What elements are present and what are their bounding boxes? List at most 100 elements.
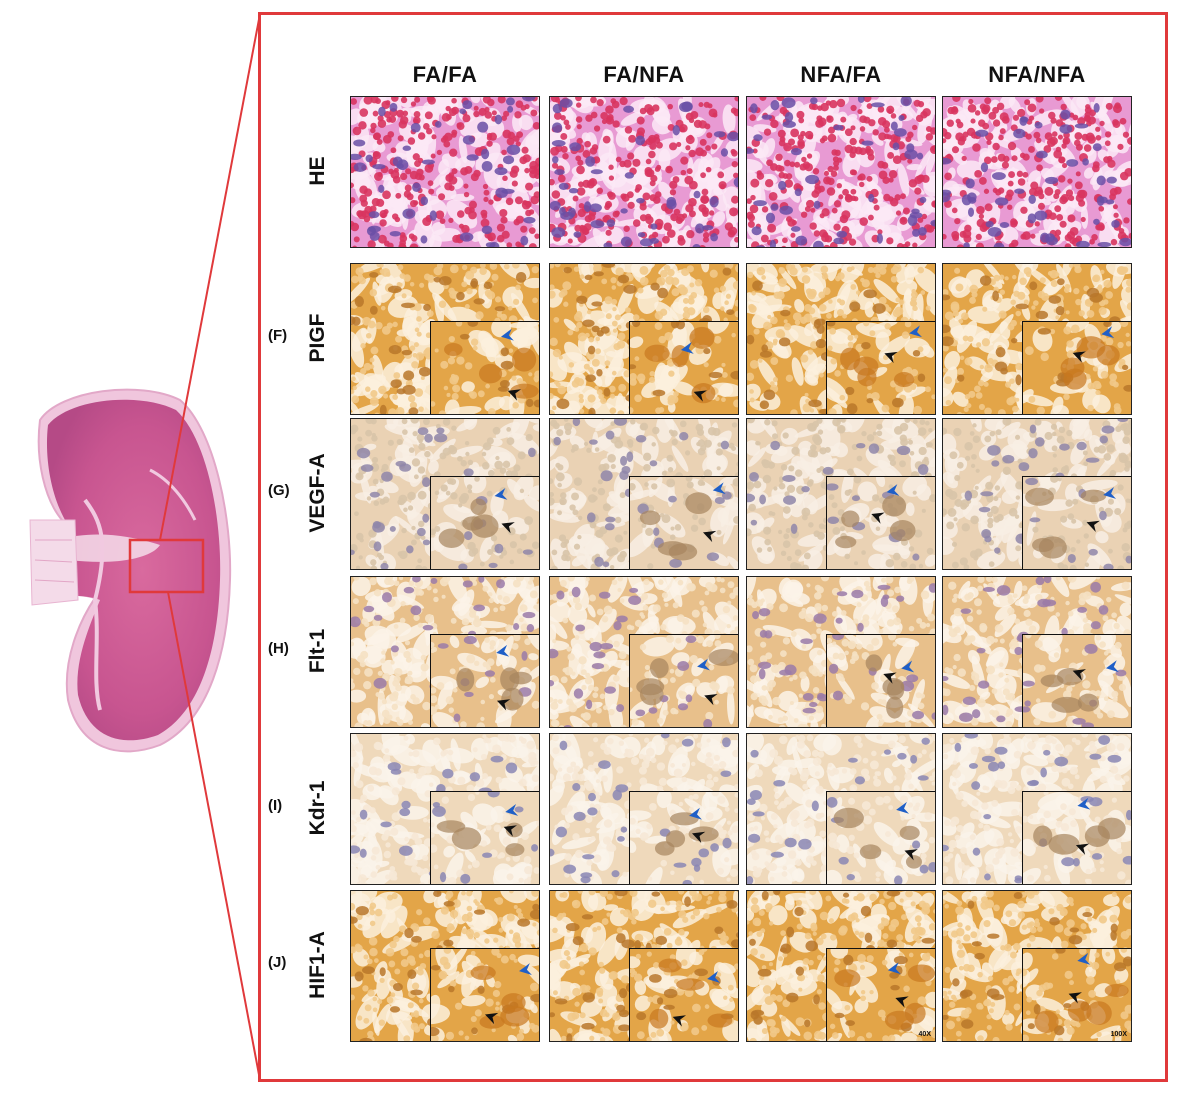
row-label: VEGF-A <box>298 418 338 568</box>
black-arrowhead-icon <box>672 1015 687 1027</box>
black-arrowhead-icon <box>503 825 517 837</box>
magnified-inset <box>430 321 539 414</box>
black-arrowhead-icon <box>1072 351 1086 363</box>
magnified-inset <box>1022 634 1131 727</box>
row-label-text: PIGF <box>306 313 329 363</box>
row-label: Kdr-1 <box>298 733 338 883</box>
magnified-inset <box>1022 791 1131 884</box>
blue-arrowhead-icon <box>887 962 901 975</box>
magnified-inset <box>629 321 738 414</box>
magnified-inset <box>629 476 738 569</box>
magnified-inset <box>826 634 935 727</box>
micrograph-tile <box>549 733 739 885</box>
black-arrowhead-icon <box>484 1012 499 1025</box>
row-label: PIGF <box>298 263 338 413</box>
black-arrowhead-icon <box>895 996 909 1008</box>
micrograph-tile <box>350 96 540 248</box>
panel-letter: (H) <box>268 640 289 657</box>
blue-arrowhead-icon <box>1077 797 1091 810</box>
black-arrowhead-icon <box>691 831 706 844</box>
blue-arrowhead-icon <box>886 484 900 496</box>
black-arrowhead-icon <box>1075 843 1090 855</box>
blue-arrowhead-icon <box>1101 326 1115 339</box>
magnified-inset <box>826 791 935 884</box>
row-label: Flt-1 <box>298 576 338 726</box>
black-arrowhead-icon <box>904 849 918 861</box>
column-header: NFA/FA <box>800 62 882 87</box>
row-label-text: Flt-1 <box>306 628 329 674</box>
panel-letter: (J) <box>268 954 287 971</box>
micrograph-tile <box>942 576 1132 728</box>
micrograph-tile <box>549 418 739 570</box>
magnification-low: 40X <box>918 1031 931 1038</box>
magnified-inset <box>430 634 539 727</box>
micrograph-tile <box>350 263 540 415</box>
blue-arrowhead-icon <box>501 328 514 341</box>
micrograph-tile <box>746 263 936 415</box>
column-header: FA/FA <box>412 62 478 87</box>
blue-arrowhead-icon <box>680 342 694 354</box>
blue-arrowhead-icon <box>689 807 702 820</box>
micrograph-tile <box>746 576 936 728</box>
blue-arrowhead-icon <box>1077 952 1091 965</box>
magnified-inset <box>629 791 738 884</box>
micrograph-tile <box>350 418 540 570</box>
black-arrowhead-icon <box>1086 520 1100 532</box>
black-arrowhead-icon <box>883 672 897 684</box>
micrograph-tile <box>746 96 936 248</box>
blue-arrowhead-icon <box>494 487 508 500</box>
micrograph-tile <box>549 96 739 248</box>
micrograph-tile <box>350 890 540 1042</box>
black-arrowhead-icon <box>1068 992 1082 1004</box>
black-arrowhead-icon <box>702 530 717 543</box>
magnified-inset <box>1022 321 1131 414</box>
row-label: HIF1-A <box>298 890 338 1040</box>
micrograph-tile <box>746 418 936 570</box>
row-label-text: HIF1-A <box>306 931 329 999</box>
row-label: HE <box>298 96 338 246</box>
blue-arrowhead-icon <box>697 658 710 671</box>
black-arrowhead-icon <box>871 512 885 524</box>
row-label-text: HE <box>306 156 329 186</box>
blue-arrowhead-icon <box>909 325 923 338</box>
micrograph-tile <box>942 96 1132 248</box>
magnification-high: 100X <box>1110 1031 1127 1038</box>
magnified-inset <box>826 948 935 1041</box>
micrograph-tile: 100X <box>942 890 1132 1042</box>
magnified-inset <box>1022 948 1131 1041</box>
row-label-text: VEGF-A <box>306 453 329 533</box>
blue-arrowhead-icon <box>496 644 510 657</box>
magnified-inset <box>430 948 539 1041</box>
blue-arrowhead-icon <box>901 660 915 673</box>
black-arrowhead-icon <box>496 699 511 711</box>
magnified-inset <box>629 948 738 1041</box>
black-arrowhead-icon <box>884 351 898 364</box>
black-arrowhead-icon <box>1072 669 1087 681</box>
blue-arrowhead-icon <box>896 801 910 814</box>
panel-letter: (F) <box>268 327 288 344</box>
blue-arrowhead-icon <box>1103 487 1117 499</box>
blue-arrowhead-icon <box>707 971 721 983</box>
magnified-inset <box>826 321 935 414</box>
black-arrowhead-icon <box>501 522 515 534</box>
micrograph-tile <box>549 576 739 728</box>
blue-arrowhead-icon <box>505 804 519 816</box>
panel-letter: (G) <box>268 482 290 499</box>
tissue-section-image <box>29 388 232 753</box>
magnified-inset <box>430 791 539 884</box>
magnified-inset <box>826 476 935 569</box>
row-label-text: Kdr-1 <box>306 780 329 836</box>
magnified-inset <box>1022 476 1131 569</box>
black-arrowhead-icon <box>693 390 707 402</box>
micrograph-tile <box>549 263 739 415</box>
micrograph-tile <box>549 890 739 1042</box>
black-arrowhead-icon <box>704 694 718 706</box>
panel-letter: (I) <box>268 797 283 814</box>
column-header: FA/NFA <box>603 62 685 87</box>
black-arrowhead-icon <box>507 389 522 401</box>
figure-panel-frame <box>258 12 1168 1082</box>
magnified-inset <box>430 476 539 569</box>
tissue-overview <box>0 0 260 1108</box>
micrograph-tile <box>746 733 936 885</box>
blue-arrowhead-icon <box>519 963 532 975</box>
